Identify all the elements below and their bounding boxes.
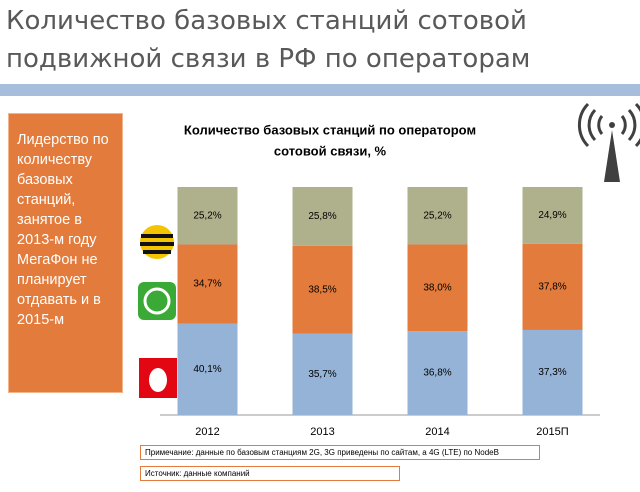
title-line: Количество базовых станций сотовой bbox=[6, 6, 527, 36]
chart-title: Количество базовых станций по оператором bbox=[184, 122, 476, 137]
header-band bbox=[0, 84, 640, 96]
value-label: 38,0% bbox=[423, 282, 451, 293]
value-label: 36,8% bbox=[423, 368, 451, 379]
value-label: 37,8% bbox=[538, 282, 566, 293]
bar-segment bbox=[407, 187, 468, 245]
bar-segment bbox=[407, 244, 468, 332]
value-label: 37,3% bbox=[538, 367, 566, 378]
value-label: 25,8% bbox=[308, 211, 336, 222]
slide-title: Количество базовых станций сотовой подви… bbox=[6, 2, 530, 78]
value-label: 40,1% bbox=[193, 364, 221, 375]
x-tick-label: 2012 bbox=[195, 426, 219, 438]
bar-segment bbox=[177, 323, 238, 415]
x-tick-label: 2014 bbox=[425, 426, 449, 438]
value-label: 38,5% bbox=[308, 284, 336, 295]
bar-segment bbox=[522, 243, 583, 330]
bar-segment bbox=[177, 187, 238, 245]
mts-logo bbox=[139, 358, 177, 398]
value-label: 25,2% bbox=[193, 210, 221, 221]
x-tick-label: 2015П bbox=[536, 426, 568, 438]
bar-segment bbox=[292, 245, 353, 334]
chart-title: сотовой связи, % bbox=[274, 143, 387, 158]
value-label: 35,7% bbox=[308, 369, 336, 380]
value-label: 24,9% bbox=[538, 210, 566, 221]
note: Примечание: данные по базовым станциям 2… bbox=[140, 445, 540, 460]
bar-segment bbox=[177, 244, 238, 324]
bar-segment bbox=[292, 187, 353, 246]
bar-segment bbox=[522, 329, 583, 415]
sidebar: Лидерство по количеству базовых станций,… bbox=[8, 113, 123, 393]
bar-segment bbox=[407, 331, 468, 415]
bar-segment bbox=[292, 333, 353, 415]
megafon-logo bbox=[138, 282, 176, 320]
bar-segment bbox=[522, 187, 583, 244]
x-tick-label: 2013 bbox=[310, 426, 334, 438]
value-label: 34,7% bbox=[193, 279, 221, 290]
antenna-icon bbox=[577, 102, 640, 182]
title-line: подвижной связи в РФ по операторам bbox=[6, 44, 531, 74]
source: Источник: данные компаний bbox=[140, 466, 400, 481]
beeline-logo bbox=[140, 225, 174, 259]
value-label: 25,2% bbox=[423, 210, 451, 221]
